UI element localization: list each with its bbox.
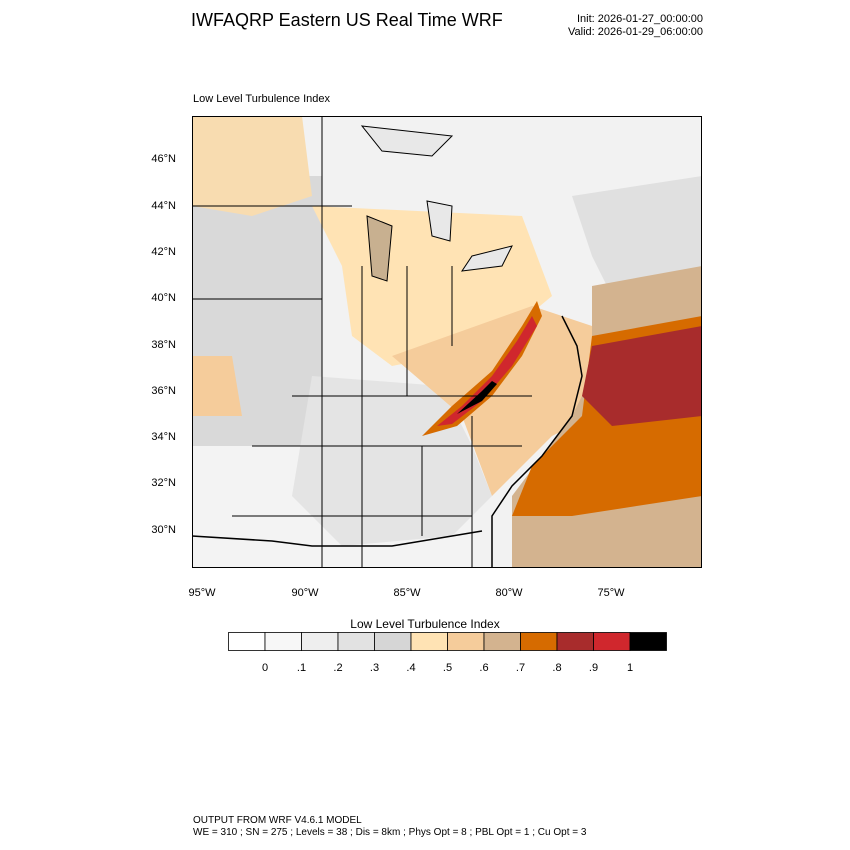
field-tan-appalachia	[392, 306, 612, 496]
colorbar	[228, 632, 667, 651]
field-darkred-atlantic	[582, 326, 702, 426]
east-coastline	[491, 315, 583, 568]
lat-label-46: 46°N	[151, 153, 176, 165]
colorbar-box	[228, 632, 266, 651]
field-gray-northeast	[572, 176, 702, 296]
valid-time: Valid: 2026-01-29_06:00:00	[568, 26, 703, 38]
colorbar-box	[410, 632, 448, 651]
colorbar-tick-label: .3	[369, 662, 380, 674]
colorbar-tick-label: .2	[333, 662, 343, 674]
turbulence-map	[192, 116, 702, 568]
field-orange-ridge	[422, 301, 542, 436]
lake-michigan	[366, 215, 393, 282]
colorbar-box	[447, 632, 485, 651]
colorbar-box	[301, 632, 339, 651]
colorbar-title: Low Level Turbulence Index	[350, 617, 500, 631]
field-tan-plains	[192, 356, 242, 416]
colorbar-box	[520, 632, 558, 651]
lon-label-95: 95°W	[188, 587, 216, 599]
lat-label-30: 30°N	[151, 524, 176, 536]
footer-line-1: OUTPUT FROM WRF V4.6.1 MODEL	[193, 815, 362, 826]
field-tan-northwest	[192, 116, 312, 216]
colorbar-box	[264, 632, 302, 651]
colorbar-box	[374, 632, 412, 651]
init-time: Init: 2026-01-27_00:00:00	[577, 13, 703, 25]
field-red-ridge	[437, 316, 537, 426]
colorbar-tick-label: .8	[552, 662, 562, 674]
colorbar-tick-label: .1	[296, 662, 307, 674]
colorbar-box	[483, 632, 521, 651]
field-black-peak	[457, 381, 497, 414]
colorbar-box	[629, 632, 667, 651]
colorbar-tick-label: .6	[479, 662, 489, 674]
colorbar-tick-label: 0	[261, 662, 269, 674]
lake-erie	[460, 245, 513, 272]
colorbar-tick-label: .4	[406, 662, 416, 674]
lat-label-38: 38°N	[151, 339, 176, 351]
colorbar-tick-label: .7	[515, 662, 526, 674]
colorbar-tick-label: .9	[588, 662, 599, 674]
map-title: IWFAQRP Eastern US Real Time WRF	[191, 10, 503, 30]
state-borders	[192, 116, 532, 568]
run-times: Init: 2026-01-27_00:00:00 Valid: 2026-01…	[568, 13, 703, 39]
lake-superior	[360, 125, 454, 157]
lon-label-90: 90°W	[291, 587, 319, 599]
colorbar-box	[593, 632, 631, 651]
colorbar-tick-label: .5	[442, 662, 453, 674]
lat-label-44: 44°N	[151, 200, 176, 212]
lake-huron	[426, 200, 453, 242]
colorbar-box	[337, 632, 375, 651]
lat-label-42: 42°N	[151, 246, 176, 258]
colorbar-box	[556, 632, 594, 651]
lat-label-36: 36°N	[151, 385, 176, 397]
footer-line-2: WE = 310 ; SN = 275 ; Levels = 38 ; Dis …	[193, 827, 587, 838]
gulf-coastline	[192, 530, 483, 547]
map-border	[192, 116, 702, 568]
lon-label-85: 85°W	[393, 587, 421, 599]
lat-label-34: 34°N	[151, 431, 176, 443]
lat-label-32: 32°N	[151, 477, 176, 489]
model-footer: OUTPUT FROM WRF V4.6.1 MODEL WE = 310 ; …	[193, 815, 586, 839]
lat-label-40: 40°N	[151, 292, 176, 304]
field-label: Low Level Turbulence Index	[193, 93, 330, 105]
lon-label-75: 75°W	[597, 587, 625, 599]
lon-label-80: 80°W	[495, 587, 523, 599]
colorbar-tick-label: 1	[626, 662, 634, 674]
